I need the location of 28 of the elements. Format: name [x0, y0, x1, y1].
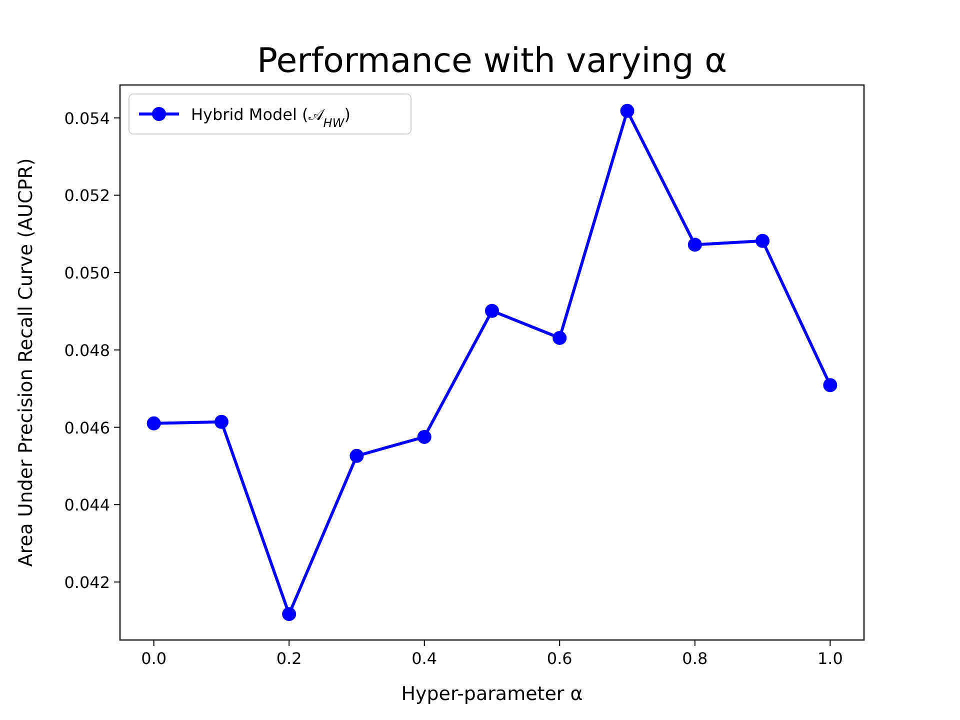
point — [282, 607, 296, 622]
y-axis-title: Area Under Precision Recall Curve (AUCPR) — [15, 158, 37, 567]
point — [552, 330, 567, 345]
y-tick-label: 0.052 — [64, 186, 110, 206]
point — [620, 104, 634, 118]
point — [688, 238, 702, 252]
x-axis-title: Hyper-parameter α — [401, 683, 583, 705]
y-tick-label: 0.050 — [64, 264, 110, 283]
point — [485, 304, 499, 318]
point — [417, 430, 432, 444]
point — [823, 378, 838, 392]
y-tick-label: 0.046 — [64, 418, 110, 438]
x-tick-label: 0.2 — [276, 649, 302, 668]
point — [214, 414, 228, 429]
x-tick-label: 0.6 — [546, 649, 572, 668]
chart-title: Performance with varying α — [256, 41, 728, 81]
x-tick-label: 0.4 — [412, 649, 438, 668]
point — [756, 234, 770, 248]
x-tick-label: 0.8 — [682, 649, 708, 668]
y-tick-label: 0.044 — [64, 496, 110, 515]
x-tick-label: 1.0 — [817, 649, 843, 668]
y-tick-label: 0.042 — [64, 572, 110, 592]
point — [146, 416, 161, 430]
point — [350, 448, 364, 463]
legend-label: Hybrid Model (𝒜$_{HW}$) — [191, 105, 350, 130]
y-tick-label: 0.048 — [64, 340, 110, 360]
y-tick-label: 0.054 — [64, 108, 110, 128]
x-tick-label: 0.0 — [141, 649, 167, 668]
